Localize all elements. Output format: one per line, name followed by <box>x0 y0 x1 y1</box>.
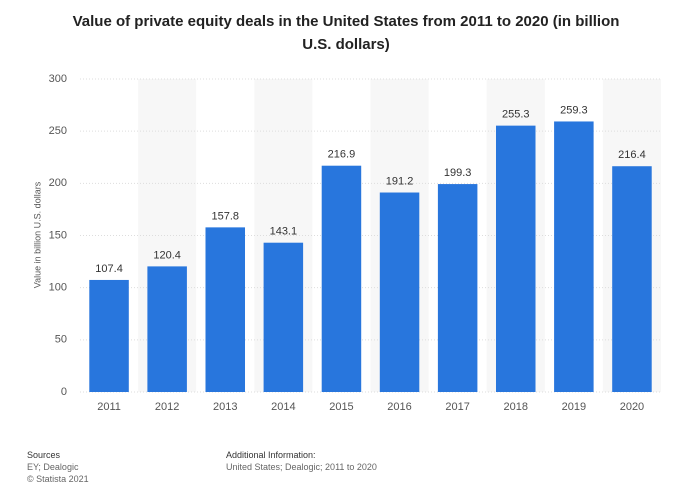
sources: Sources EY; Dealogic © Statista 2021 <box>27 449 89 485</box>
x-tick-label: 2018 <box>504 401 528 413</box>
x-tick-label: 2016 <box>387 401 411 413</box>
y-tick-label: 150 <box>49 229 67 241</box>
y-tick-label: 250 <box>49 125 67 137</box>
chart-title: Value of private equity deals in the Uni… <box>72 13 620 53</box>
bar <box>554 121 594 392</box>
value-label: 255.3 <box>502 109 530 121</box>
copyright: © Statista 2021 <box>27 474 89 484</box>
y-tick-label: 50 <box>55 334 67 346</box>
bar <box>379 192 420 392</box>
x-tick-label: 2011 <box>97 401 121 413</box>
additional-info: Additional Information: United States; D… <box>226 449 377 473</box>
x-tick-label: 2015 <box>329 401 353 413</box>
chart: Value in billion U.S. dollars 0 50 100 150 2… <box>32 73 661 413</box>
y-axis-label: Value in billion U.S. dollars <box>32 181 42 288</box>
value-label: 157.8 <box>211 210 239 222</box>
bar <box>437 184 478 392</box>
value-label: 199.3 <box>444 167 472 179</box>
sources-heading: Sources <box>27 450 61 460</box>
value-label: 216.4 <box>618 149 646 161</box>
value-label: 143.1 <box>270 226 298 238</box>
bar <box>147 266 187 392</box>
x-tick-label: 2013 <box>213 401 237 413</box>
y-tick-label: 100 <box>49 282 67 294</box>
x-tick-label: 2019 <box>562 401 586 413</box>
bar <box>495 125 536 393</box>
y-tick-label: 300 <box>49 73 67 85</box>
x-tick-label: 2014 <box>271 401 295 413</box>
value-label: 216.9 <box>328 149 356 161</box>
additional-info-heading: Additional Information: <box>226 450 316 460</box>
value-label: 191.2 <box>386 175 414 187</box>
sources-text: EY; Dealogic <box>27 462 79 472</box>
bar <box>205 227 246 392</box>
bar <box>263 242 304 392</box>
additional-info-text: United States; Dealogic; 2011 to 2020 <box>226 462 377 472</box>
bar <box>89 279 129 392</box>
value-label: 107.4 <box>95 263 123 275</box>
y-tick-label: 0 <box>61 386 67 398</box>
value-label: 259.3 <box>560 104 588 116</box>
x-tick-label: 2020 <box>620 401 644 413</box>
x-tick-label: 2012 <box>155 401 179 413</box>
bar <box>612 166 652 392</box>
y-tick-label: 200 <box>49 177 67 189</box>
bar <box>321 165 362 392</box>
x-tick-label: 2017 <box>445 401 469 413</box>
value-label: 120.4 <box>153 249 181 261</box>
